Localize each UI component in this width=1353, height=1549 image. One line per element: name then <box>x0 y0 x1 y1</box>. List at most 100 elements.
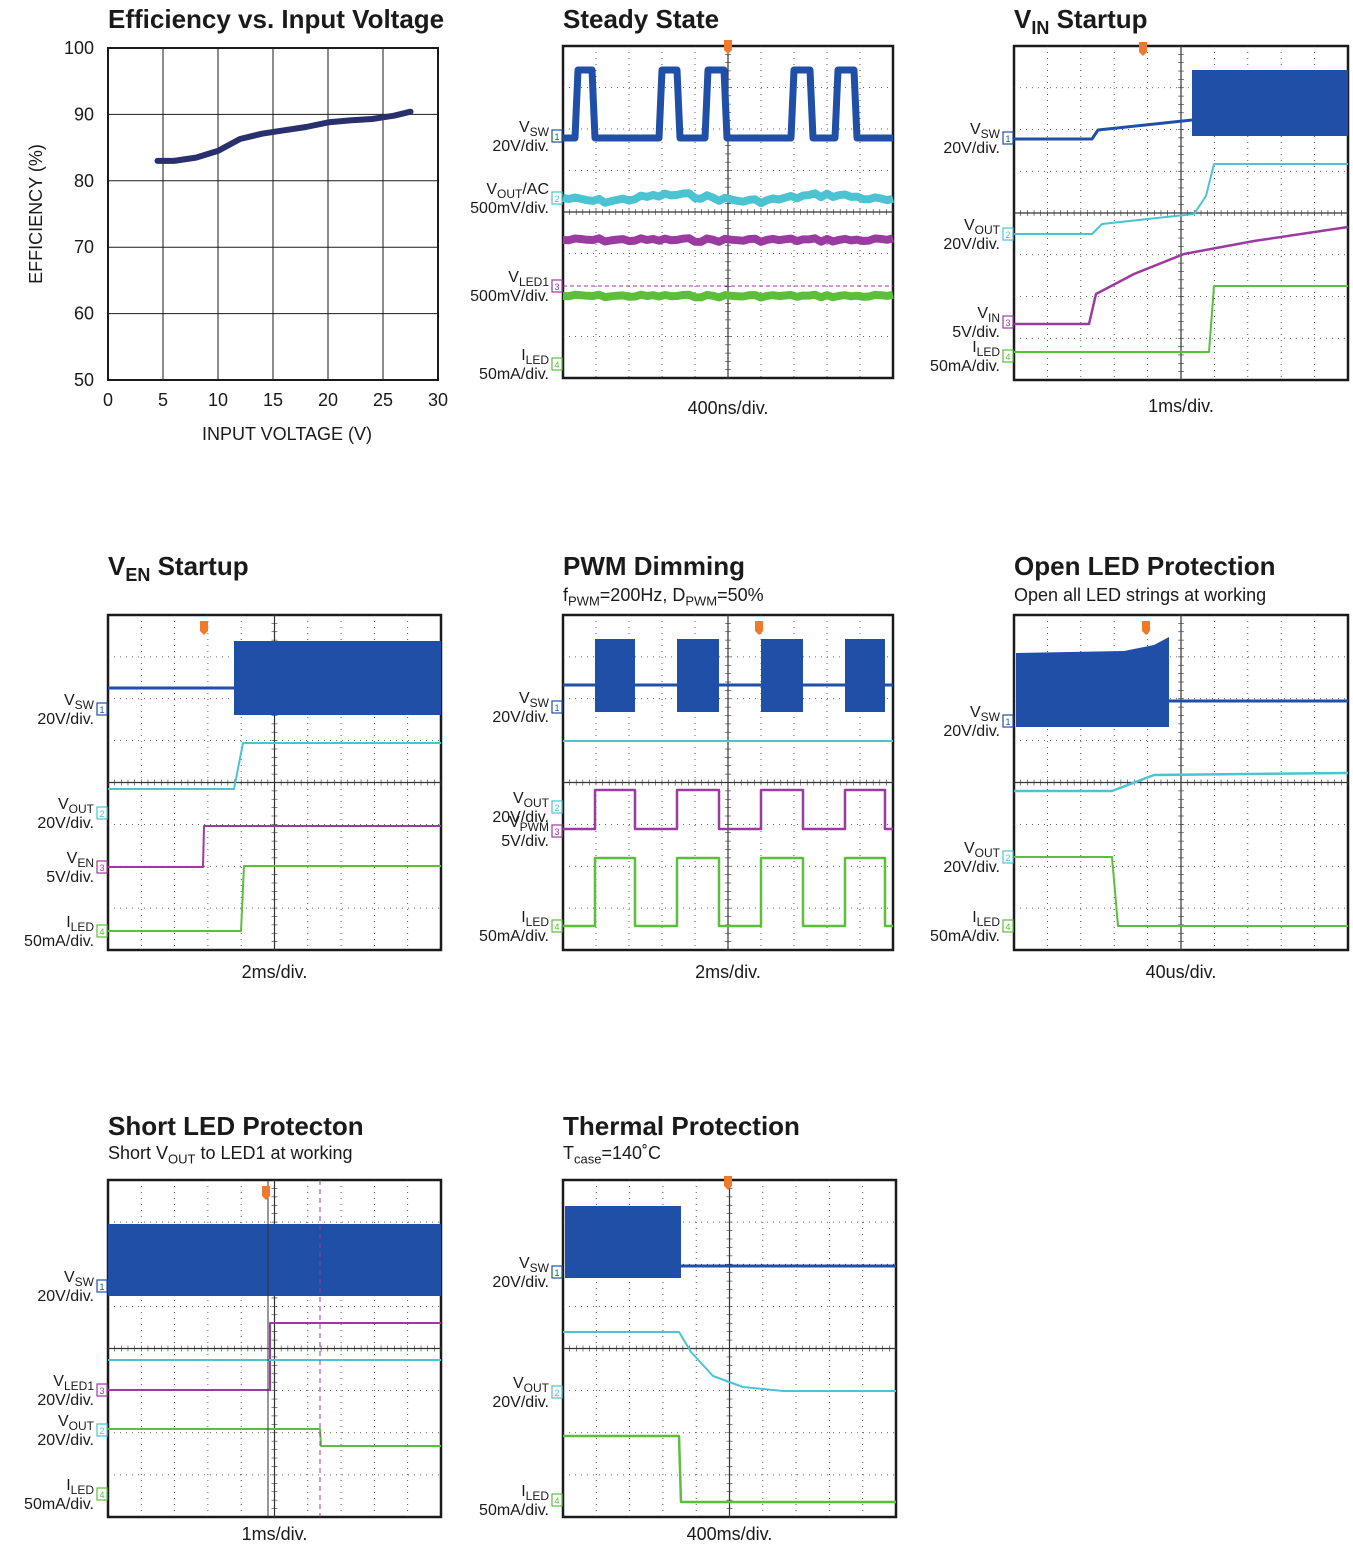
channel-scale: 20V/div. <box>37 1392 94 1409</box>
channel-name: VSW <box>64 1269 95 1289</box>
channel-scale: 20V/div. <box>37 711 94 728</box>
channel-marker <box>551 357 563 371</box>
channel-scale: 20V/div. <box>943 723 1000 740</box>
iled-trace <box>562 290 894 302</box>
channel-marker-number: 1 <box>1005 717 1010 727</box>
channel-marker <box>551 919 563 933</box>
vin-startup-timebase: 1ms/div. <box>1148 396 1214 416</box>
channel-name: VSW <box>64 692 95 712</box>
channel-scale: 50mA/div. <box>479 1502 549 1519</box>
x-tick-label: 5 <box>158 390 168 410</box>
channel-marker <box>551 129 563 143</box>
channel-name: VSW <box>519 119 550 139</box>
channel-name: VOUT/AC <box>486 181 549 201</box>
trigger-marker <box>262 1186 270 1200</box>
x-tick-label: 20 <box>318 390 338 410</box>
y-axis-label: EFFICIENCY (%) <box>26 144 46 284</box>
vsw-switching <box>1016 637 1169 727</box>
channel-marker-number: 2 <box>554 803 559 813</box>
vout-trace <box>108 742 441 790</box>
trigger-marker <box>1142 621 1150 635</box>
channel-marker-number: 4 <box>99 1490 104 1500</box>
open-led-timebase: 40us/div. <box>1145 962 1217 982</box>
vout-trace <box>1014 771 1349 793</box>
thermal-subtitle: Tcase=140˚C <box>563 1143 662 1167</box>
channel-marker-number: 2 <box>554 1388 559 1398</box>
short-led-timebase: 1ms/div. <box>241 1524 308 1544</box>
vsw-switching <box>234 641 441 715</box>
trigger-marker <box>200 621 208 635</box>
thermal-timebase: 400ms/div. <box>686 1524 773 1544</box>
channel-marker-number: 3 <box>99 863 104 873</box>
channel-marker <box>96 1423 108 1437</box>
vout-trace <box>562 189 894 208</box>
channel-name: VOUT <box>964 217 1001 237</box>
vsw-burst <box>761 639 803 712</box>
vin-startup-title: VIN Startup <box>1014 4 1148 39</box>
x-tick-label: 25 <box>373 390 393 410</box>
pwm-dimming-timebase: 2ms/div. <box>695 962 761 982</box>
open-led-title: Open LED Protection <box>1014 551 1276 581</box>
channel-scale: 20V/div. <box>943 236 1000 253</box>
y-tick-label: 70 <box>74 237 94 257</box>
channel-name: VSW <box>970 121 1001 141</box>
vin-trace <box>1014 225 1349 326</box>
channel-marker <box>1002 227 1014 241</box>
trigger-marker <box>1139 42 1147 56</box>
channel-marker-number: 1 <box>1005 134 1010 144</box>
channel-scale: 20V/div. <box>492 1274 549 1291</box>
vled1-trace <box>562 234 894 246</box>
channel-name: VOUT <box>58 796 95 816</box>
channel-marker-number: 2 <box>1005 853 1010 863</box>
channel-marker <box>1002 850 1014 864</box>
channel-scale: 50mA/div. <box>479 928 549 945</box>
channel-marker <box>96 1383 108 1397</box>
channel-name: VSW <box>970 704 1001 724</box>
iled-trace <box>1014 856 1348 927</box>
x-tick-label: 15 <box>263 390 283 410</box>
channel-name: VPWM <box>509 814 549 834</box>
channel-marker-number: 4 <box>554 922 559 932</box>
steady-state-timebase: 400ns/div. <box>687 398 769 418</box>
channel-name: ILED <box>521 909 549 929</box>
iled-trace <box>563 1434 896 1504</box>
channel-marker <box>96 924 108 938</box>
ven-startup-timebase: 2ms/div. <box>241 962 308 982</box>
channel-marker-number: 4 <box>554 1496 559 1506</box>
channel-marker-number: 1 <box>554 132 559 142</box>
channel-marker <box>96 1487 108 1501</box>
channel-marker-number: 1 <box>554 1268 559 1278</box>
trigger-marker <box>724 1176 732 1190</box>
channel-name: VEN <box>67 850 94 870</box>
channel-marker-number: 1 <box>554 703 559 713</box>
x-tick-label: 30 <box>428 390 448 410</box>
vsw-burst <box>845 639 885 712</box>
efficiency-chart-title: Efficiency vs. Input Voltage <box>108 4 445 34</box>
y-tick-label: 50 <box>74 370 94 390</box>
x-tick-label: 10 <box>208 390 228 410</box>
channel-scale: 500mV/div. <box>470 288 549 305</box>
channel-marker <box>1002 349 1014 363</box>
open-led-subtitle: Open all LED strings at working <box>1014 585 1267 605</box>
channel-marker <box>551 824 563 838</box>
channel-marker <box>551 1493 563 1507</box>
y-tick-label: 90 <box>74 104 94 124</box>
channel-name: VLED1 <box>53 1373 94 1393</box>
channel-name: VOUT <box>964 840 1001 860</box>
channel-marker <box>1002 714 1014 728</box>
vsw-trace <box>1014 118 1193 141</box>
channel-marker <box>96 806 108 820</box>
channel-name: ILED <box>972 339 1000 359</box>
channel-marker-number: 2 <box>99 809 104 819</box>
channel-name: VSW <box>519 1255 550 1275</box>
channel-marker-number: 1 <box>99 1282 104 1292</box>
channel-marker <box>1002 315 1014 329</box>
channel-scale: 5V/div. <box>501 833 549 850</box>
channel-marker <box>551 800 563 814</box>
channel-scale: 20V/div. <box>37 815 94 832</box>
channel-marker-number: 2 <box>99 1426 104 1436</box>
ven-trace <box>108 825 441 868</box>
channel-name: VOUT <box>58 1413 95 1433</box>
channel-marker-number: 4 <box>1005 922 1010 932</box>
x-tick-label: 0 <box>103 390 113 410</box>
